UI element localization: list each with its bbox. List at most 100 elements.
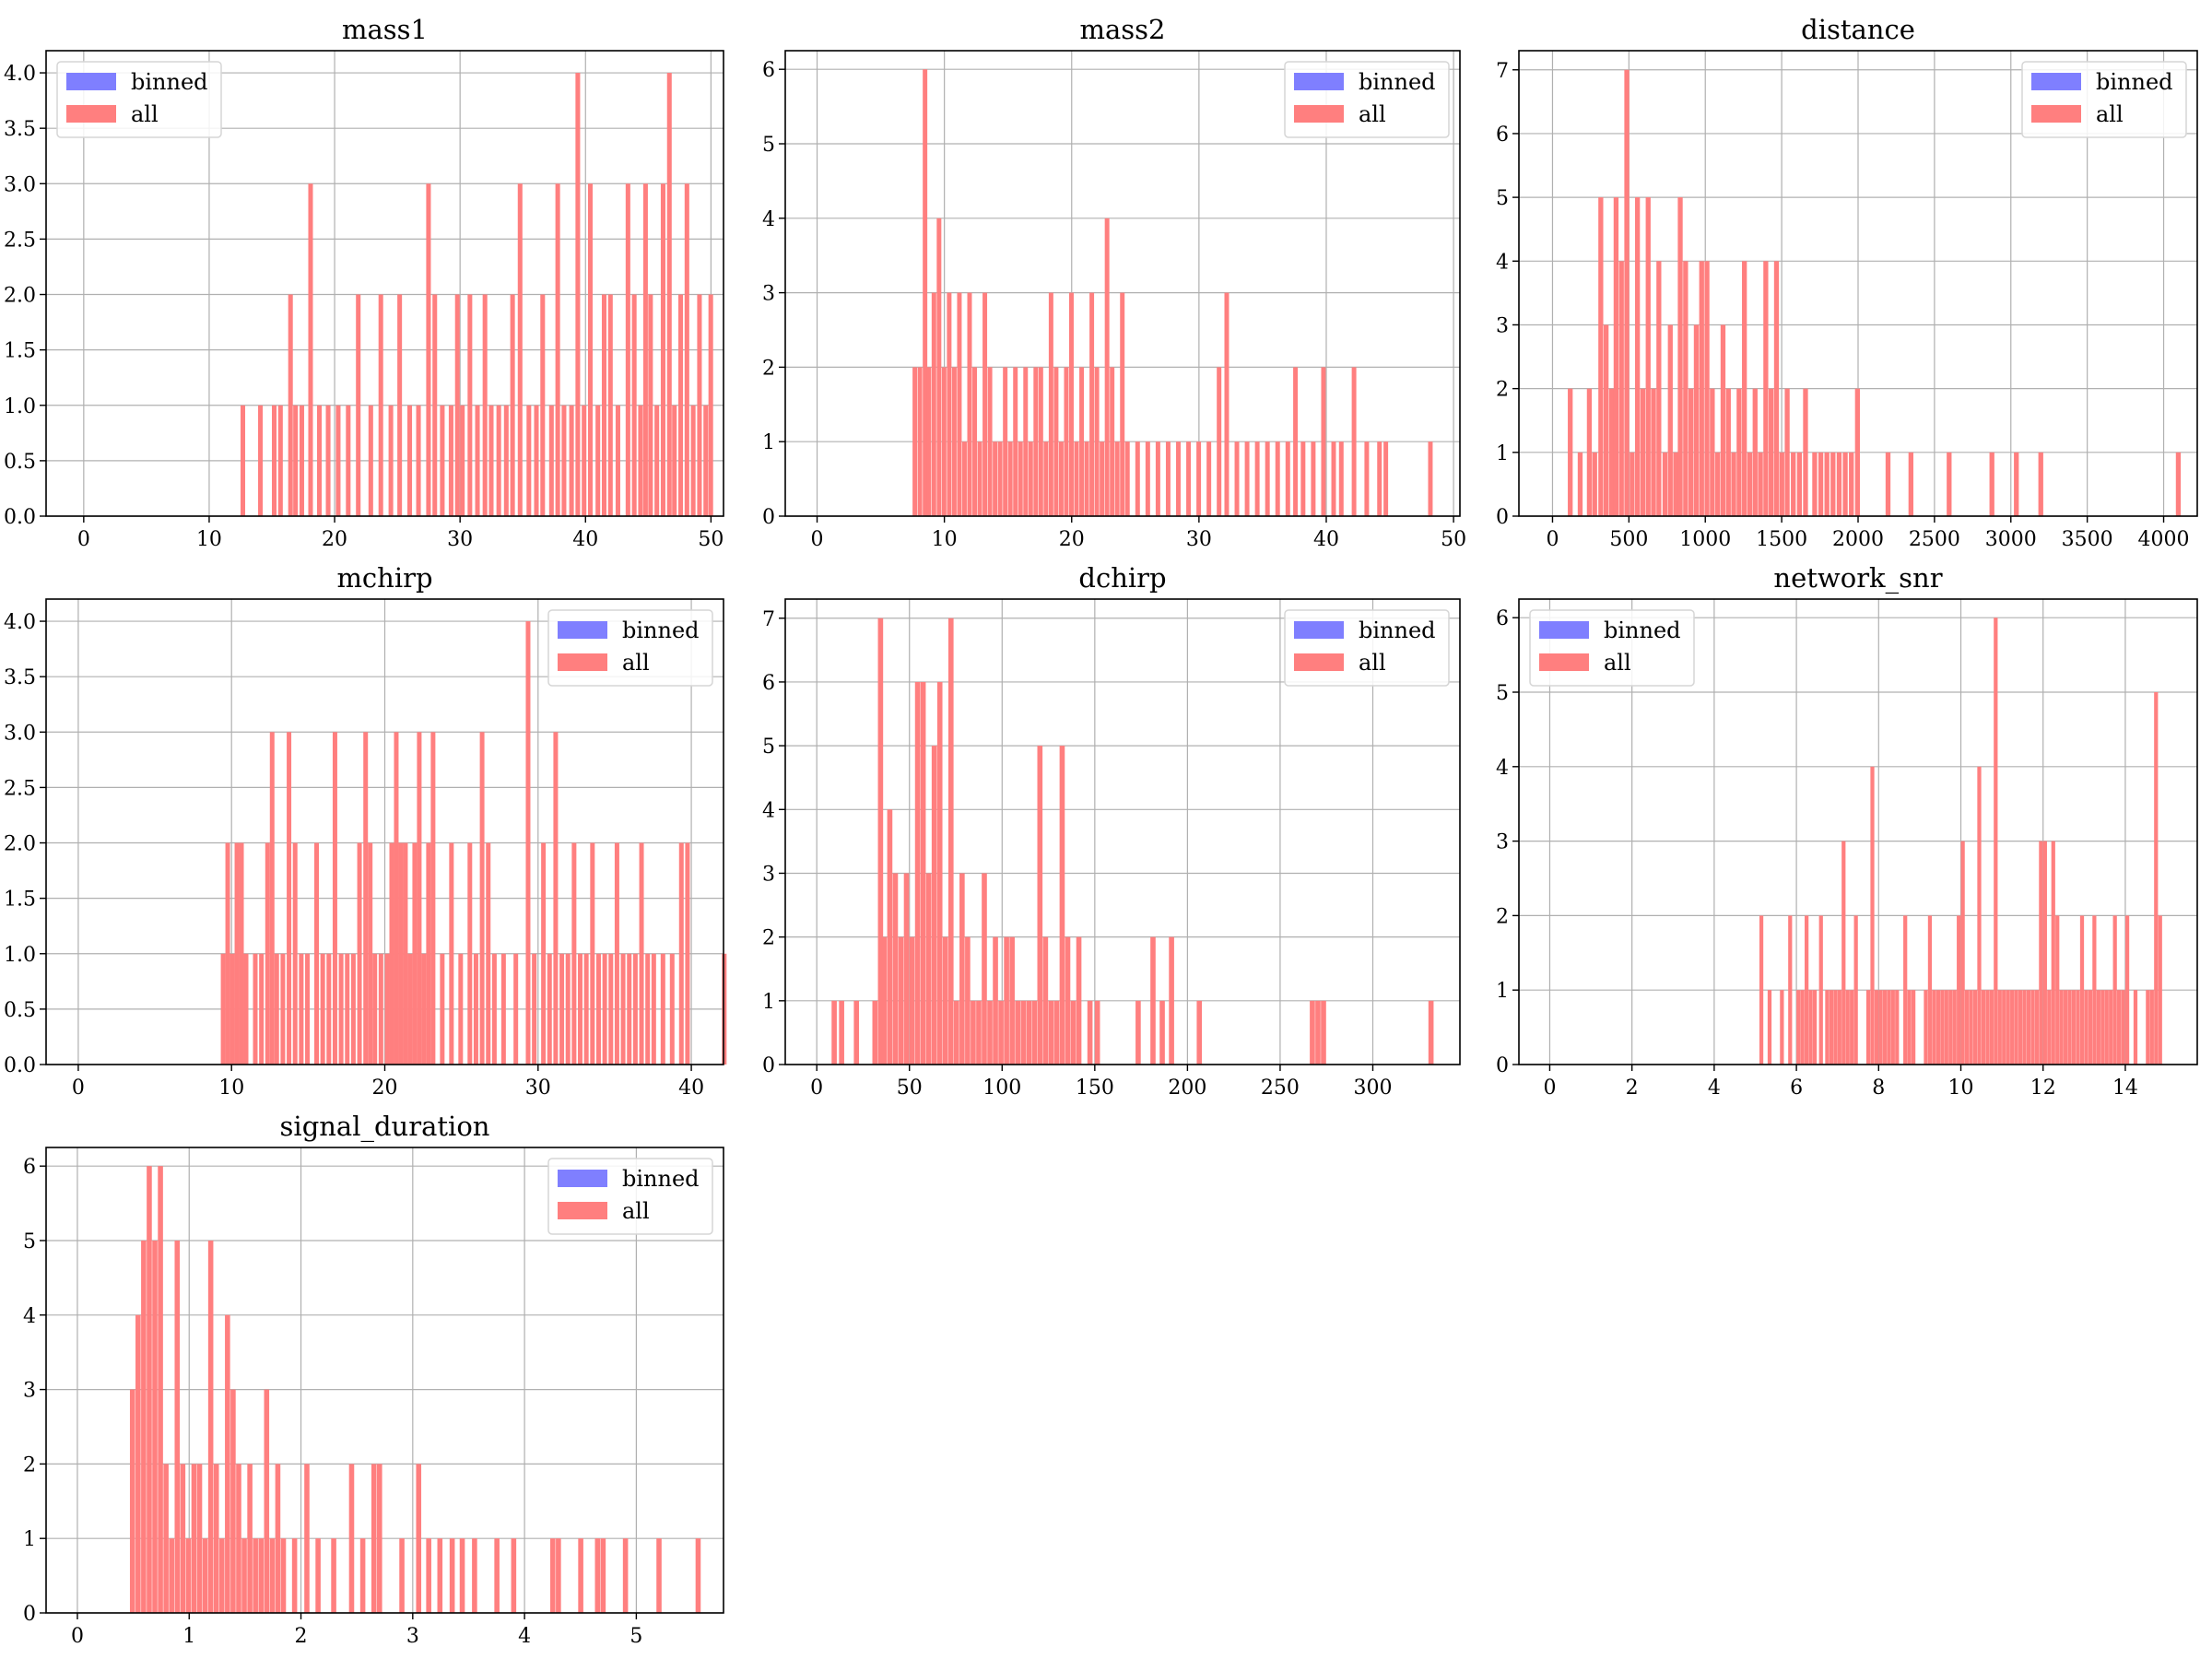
histogram-bar-all — [678, 294, 684, 516]
histogram-bar-all — [1836, 452, 1842, 516]
histogram-bar-all — [954, 1000, 959, 1065]
x-tick-label: 2500 — [1909, 528, 1960, 551]
y-tick-label: 5 — [762, 134, 775, 157]
subplot-title: dchirp — [1078, 562, 1166, 594]
y-tick-label: 3 — [762, 283, 775, 306]
x-tick-label: 8 — [1872, 1077, 1885, 1100]
y-tick-label: 2 — [762, 357, 775, 380]
histogram-bar-all — [174, 1241, 181, 1613]
x-tick-label: 1500 — [1756, 528, 1807, 551]
axes-frame — [784, 50, 1461, 517]
histogram-bar-all — [1094, 367, 1100, 516]
y-tick-label: 2.5 — [4, 777, 36, 800]
histogram-bar-all — [2117, 990, 2122, 1065]
histogram-bar-all — [1254, 441, 1260, 516]
histogram-bar-all — [196, 1464, 203, 1613]
x-tick-label: 6 — [1790, 1077, 1803, 1100]
histogram-bar-all — [475, 405, 480, 516]
histogram-bar-all — [1715, 452, 1721, 516]
x-tick-label: 3500 — [2062, 528, 2113, 551]
histogram-bar-all — [926, 367, 932, 516]
histogram-bar-all — [547, 953, 552, 1065]
histogram-bar-all — [2034, 990, 2040, 1065]
histogram-bar-all — [881, 936, 888, 1065]
histogram-bar-all — [346, 405, 351, 516]
x-tick-label: 2 — [1626, 1077, 1639, 1100]
histogram-bar-all — [1758, 452, 1763, 516]
histogram-bar-all — [1630, 452, 1635, 516]
histogram-bar-all — [1114, 441, 1120, 516]
histogram-bar-all — [1796, 990, 1801, 1065]
histogram-bar-all — [1656, 261, 1662, 516]
histogram-bar-all — [368, 405, 373, 516]
histogram-bar-all — [1003, 367, 1008, 516]
histogram-bar-all — [449, 1538, 455, 1613]
histogram-bar-all — [1878, 990, 1883, 1065]
histogram-bar-all — [135, 1314, 141, 1613]
histogram-bar-all — [378, 953, 383, 1065]
histogram-bar-all — [1265, 441, 1270, 516]
histogram-bar-all — [602, 953, 607, 1065]
histogram-bar-all — [1720, 324, 1726, 516]
histogram-bar-all — [914, 681, 921, 1065]
histogram-bar-all — [540, 294, 546, 516]
histogram-bar-all — [1667, 324, 1673, 516]
histogram-bar-all — [332, 732, 337, 1065]
histogram-bar-all — [1059, 746, 1065, 1065]
x-tick-label: 4 — [518, 1625, 531, 1648]
histogram-bar-all — [1683, 261, 1688, 516]
histogram-bar-all — [1850, 990, 1854, 1065]
histogram-bar-all — [1577, 452, 1583, 516]
x-tick-label: 4 — [1708, 1077, 1721, 1100]
histogram-bar-all — [1895, 990, 1900, 1065]
histogram-bar-all — [1275, 441, 1280, 516]
legend-label-binned: binned — [1604, 618, 1681, 643]
histogram-bar-all — [378, 294, 383, 516]
histogram-bar-all — [1293, 367, 1299, 516]
x-tick-label: 40 — [1313, 528, 1339, 551]
x-tick-label: 0 — [810, 1077, 823, 1100]
histogram-bar-all — [2055, 915, 2060, 1065]
legend-swatch-binned — [1539, 621, 1589, 639]
histogram-bar-all — [331, 1538, 336, 1613]
legend-swatch-all — [1539, 653, 1589, 671]
histogram-bar-all — [1977, 766, 1982, 1065]
x-tick-label: 3000 — [1985, 528, 2037, 551]
histogram-bar-all — [1997, 990, 2002, 1065]
histogram-bar-all — [1311, 441, 1316, 516]
histogram-bar-all — [1759, 915, 1764, 1065]
histogram-bar-all — [147, 1166, 152, 1613]
y-tick-label: 0.0 — [4, 506, 36, 529]
histogram-bar-all — [486, 842, 491, 1065]
legend-label-binned: binned — [622, 618, 700, 643]
histogram-bar-all — [488, 405, 494, 516]
histogram-bar-all — [220, 953, 226, 1065]
histogram-bar-all — [2022, 990, 2027, 1065]
legend-swatch-all — [558, 1202, 607, 1219]
histogram-bar-all — [1586, 388, 1593, 516]
histogram-bar-all — [357, 842, 362, 1065]
histogram-bar-all — [2088, 990, 2093, 1065]
histogram-bar-all — [141, 1241, 147, 1613]
legend-swatch-binned — [558, 1170, 607, 1187]
y-tick-label: 2 — [762, 927, 775, 950]
histogram-bar-all — [169, 1538, 174, 1613]
histogram-bar-all — [1940, 990, 1945, 1065]
histogram-bar-all — [561, 405, 567, 516]
histogram-bar-all — [1989, 990, 1994, 1065]
histogram-bar-all — [1321, 1000, 1326, 1065]
histogram-bar-all — [503, 405, 509, 516]
x-tick-label: 20 — [322, 528, 347, 551]
histogram-bar-all — [1048, 1000, 1054, 1065]
histogram-bar-all — [1841, 841, 1846, 1065]
histogram-bar-all — [1624, 69, 1630, 517]
histogram-bar-all — [241, 1538, 247, 1613]
histogram-bar-all — [961, 441, 967, 516]
x-tick-label: 3 — [406, 1625, 419, 1648]
histogram-bar-all — [678, 842, 684, 1065]
y-tick-label: 0 — [1496, 506, 1509, 529]
y-tick-label: 1.0 — [4, 944, 36, 967]
histogram-bar-all — [525, 621, 531, 1065]
histogram-bar-all — [1936, 990, 1940, 1065]
histogram-bar-all — [236, 1464, 241, 1613]
